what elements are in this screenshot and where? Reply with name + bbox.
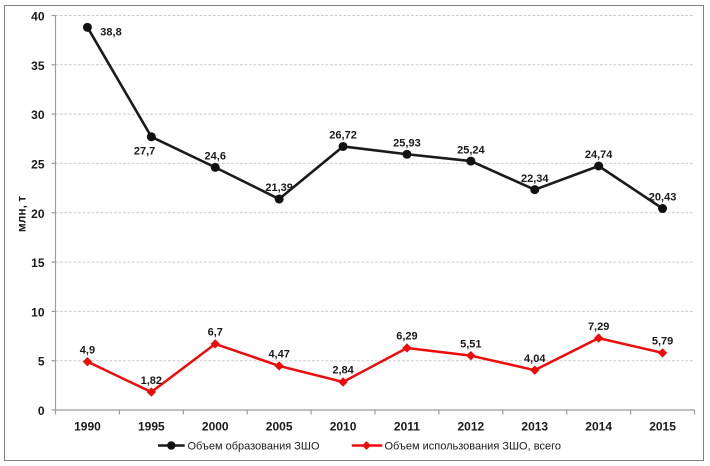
svg-text:2000: 2000 [202, 420, 229, 434]
svg-text:млн, т: млн, т [15, 196, 29, 232]
svg-text:2,84: 2,84 [332, 365, 354, 377]
svg-text:26,72: 26,72 [329, 130, 357, 142]
svg-text:4,9: 4,9 [80, 344, 95, 356]
svg-text:20: 20 [31, 207, 45, 221]
svg-text:4,47: 4,47 [268, 349, 289, 361]
svg-text:22,34: 22,34 [521, 173, 549, 185]
svg-text:24,6: 24,6 [205, 151, 226, 163]
svg-text:Объем образования ЗШО: Объем образования ЗШО [188, 441, 320, 453]
svg-text:1990: 1990 [74, 420, 101, 434]
svg-text:2014: 2014 [585, 420, 612, 434]
svg-text:20,43: 20,43 [649, 192, 677, 204]
svg-text:5,51: 5,51 [460, 338, 481, 350]
svg-text:25,93: 25,93 [393, 137, 421, 149]
svg-text:10: 10 [31, 305, 45, 319]
svg-text:2011: 2011 [394, 420, 420, 434]
svg-text:1995: 1995 [138, 420, 165, 434]
svg-text:Объем использования ЗШО, всего: Объем использования ЗШО, всего [385, 441, 561, 453]
svg-text:2015: 2015 [649, 420, 676, 434]
svg-text:6,29: 6,29 [396, 331, 417, 343]
svg-text:7,29: 7,29 [588, 321, 609, 333]
svg-text:24,74: 24,74 [585, 149, 613, 161]
svg-text:4,04: 4,04 [524, 353, 546, 365]
svg-text:2005: 2005 [266, 420, 293, 434]
svg-text:25,24: 25,24 [457, 144, 485, 156]
svg-text:2013: 2013 [521, 420, 548, 434]
svg-text:2010: 2010 [330, 420, 357, 434]
svg-text:15: 15 [31, 256, 45, 270]
svg-text:2012: 2012 [457, 420, 484, 434]
svg-text:40: 40 [31, 10, 45, 24]
svg-text:5,79: 5,79 [652, 336, 673, 348]
svg-text:35: 35 [31, 59, 45, 73]
svg-text:0: 0 [38, 404, 45, 418]
svg-text:5: 5 [38, 355, 45, 369]
svg-text:38,8: 38,8 [100, 26, 121, 38]
svg-text:27,7: 27,7 [134, 146, 155, 158]
svg-text:6,7: 6,7 [208, 327, 223, 339]
svg-text:30: 30 [31, 108, 45, 122]
svg-text:25: 25 [31, 157, 45, 171]
svg-text:1,82: 1,82 [141, 375, 162, 387]
svg-text:21,39: 21,39 [265, 182, 293, 194]
